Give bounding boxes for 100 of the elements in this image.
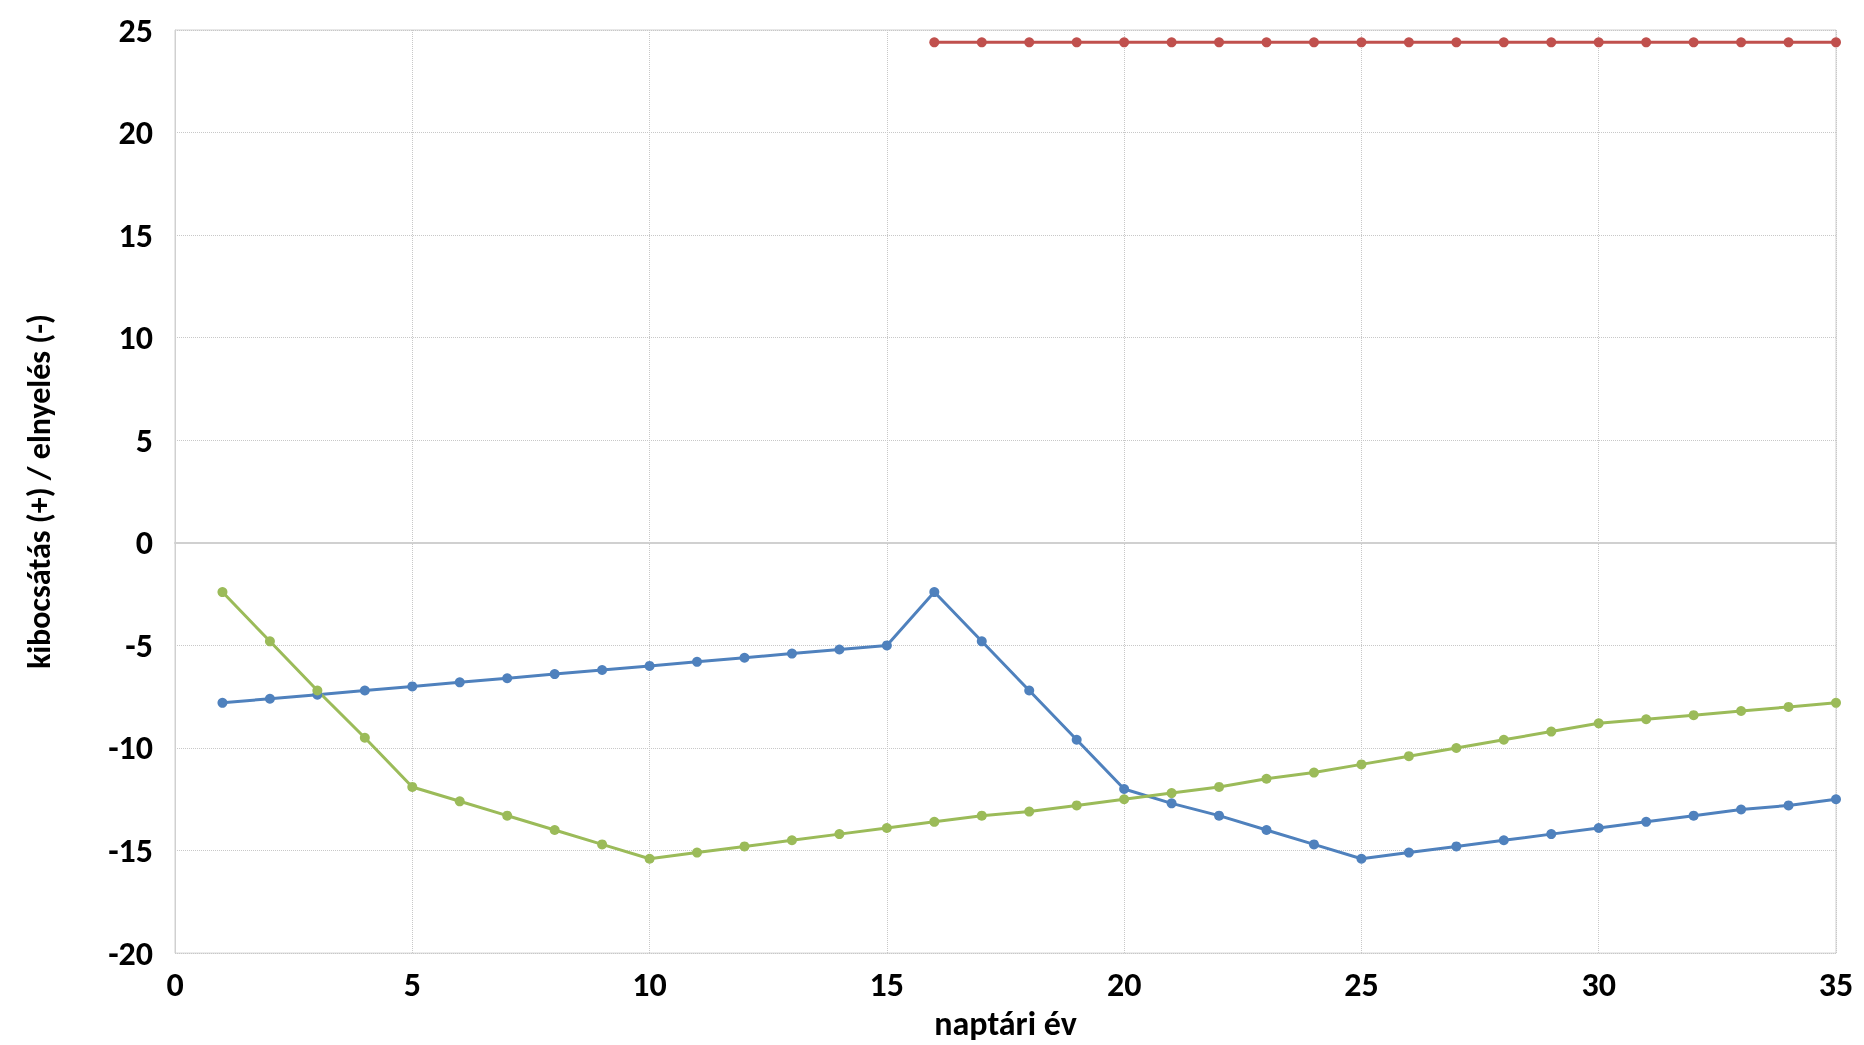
point — [1641, 37, 1652, 48]
point — [1214, 781, 1225, 792]
point — [549, 825, 560, 836]
point — [1024, 37, 1035, 48]
point — [1403, 751, 1414, 762]
point — [644, 853, 655, 864]
point — [1071, 37, 1082, 48]
y-tick-label: -10 — [108, 727, 153, 769]
point — [1024, 806, 1035, 817]
point — [1261, 773, 1272, 784]
point — [1214, 37, 1225, 48]
point — [644, 660, 655, 671]
y-tick-label: 25 — [118, 9, 153, 51]
x-tick-label: 20 — [1106, 963, 1142, 1005]
point — [1261, 37, 1272, 48]
point — [1831, 794, 1841, 805]
point — [502, 810, 513, 821]
point — [834, 644, 845, 655]
point — [1736, 37, 1747, 48]
point — [264, 693, 275, 704]
x-tick-label: 35 — [1818, 963, 1854, 1005]
point — [1783, 37, 1794, 48]
point — [502, 673, 513, 684]
point — [786, 835, 797, 846]
point — [217, 587, 228, 598]
y-tick-label: 20 — [118, 112, 153, 154]
point — [1166, 788, 1177, 799]
point — [1498, 734, 1509, 745]
point — [739, 841, 750, 852]
point — [359, 685, 370, 696]
x-tick-label: 0 — [166, 963, 184, 1005]
point — [1783, 701, 1794, 712]
point — [692, 847, 703, 858]
point — [1451, 742, 1462, 753]
point — [597, 665, 608, 676]
point — [312, 685, 323, 696]
point — [1831, 697, 1841, 708]
point — [454, 796, 465, 807]
point — [597, 839, 608, 850]
y-tick-label: -5 — [125, 624, 153, 666]
point — [1736, 706, 1747, 717]
point — [1688, 710, 1699, 721]
point — [1119, 784, 1130, 794]
point — [1451, 841, 1462, 852]
point — [1356, 37, 1367, 48]
point — [881, 822, 892, 833]
point — [1498, 37, 1509, 48]
x-axis-title: naptári év — [934, 1002, 1077, 1044]
point — [739, 652, 750, 663]
point — [1214, 810, 1225, 821]
point — [786, 648, 797, 659]
point — [1641, 816, 1652, 827]
point — [1308, 839, 1319, 850]
point — [264, 636, 275, 647]
point — [549, 669, 560, 680]
point — [929, 37, 940, 48]
point — [1166, 798, 1177, 809]
point — [1593, 822, 1604, 833]
point — [1498, 835, 1509, 846]
point — [217, 697, 228, 708]
point — [1641, 714, 1652, 725]
point — [1356, 853, 1367, 864]
point — [929, 816, 940, 827]
y-tick-label: 0 — [135, 522, 153, 564]
point — [1356, 759, 1367, 770]
point — [407, 681, 418, 692]
point — [692, 656, 703, 667]
x-tick-label: 15 — [869, 963, 905, 1005]
y-tick-label: 10 — [118, 317, 153, 359]
x-tick-label: 5 — [403, 963, 421, 1005]
point — [1546, 829, 1557, 840]
x-tick-label: 25 — [1344, 963, 1379, 1005]
point — [929, 587, 940, 598]
point — [1546, 37, 1557, 48]
y-tick-label: 15 — [118, 214, 153, 256]
point — [1593, 718, 1604, 729]
point — [1119, 37, 1130, 48]
point — [1546, 726, 1557, 737]
point — [1071, 800, 1082, 811]
x-tick-label: 10 — [632, 963, 667, 1005]
point — [1736, 804, 1747, 815]
point — [1593, 37, 1604, 48]
point — [1403, 37, 1414, 48]
point — [1166, 37, 1177, 48]
point — [1261, 825, 1272, 836]
y-tick-label: 5 — [135, 419, 153, 461]
point — [1119, 794, 1130, 805]
point — [1688, 37, 1699, 48]
y-tick-label: -20 — [108, 932, 153, 974]
point — [976, 37, 987, 48]
point — [881, 640, 892, 651]
y-axis-title: kibocsátás (+) / elnyelés (-) — [19, 314, 59, 670]
y-tick-label: -15 — [108, 830, 153, 872]
point — [359, 732, 370, 743]
point — [1783, 800, 1794, 811]
point — [1071, 734, 1082, 745]
point — [1308, 767, 1319, 778]
point — [454, 677, 465, 688]
point — [1308, 37, 1319, 48]
point — [1451, 37, 1462, 48]
